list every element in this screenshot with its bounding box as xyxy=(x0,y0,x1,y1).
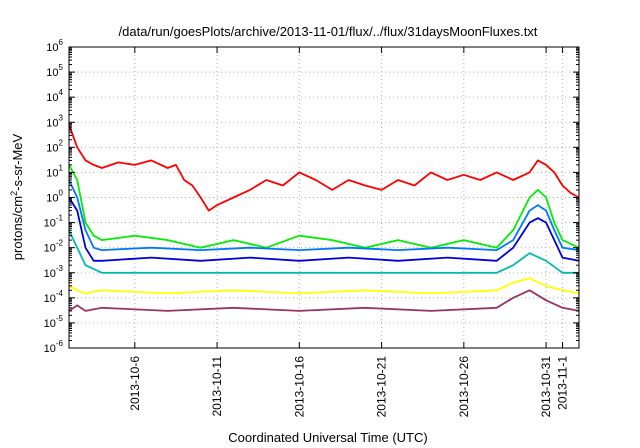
x-tick-label: 2013-11-1 xyxy=(556,356,570,410)
x-tick-label: 2013-10-16 xyxy=(292,356,306,418)
y-tick-label: 10-4 xyxy=(44,289,64,305)
y-tick-label: 106 xyxy=(46,38,63,54)
y-tick-exp: -6 xyxy=(56,339,64,348)
x-tick-label: 2013-10-11 xyxy=(210,356,224,417)
y-tick-exp: 1 xyxy=(59,163,64,172)
y-tick-label: 105 xyxy=(46,63,63,79)
series-line-2 xyxy=(68,164,580,249)
y-tick-base: 10 xyxy=(44,243,56,255)
x-axis-label: Coordinated Universal Time (UTC) xyxy=(228,430,427,445)
y-tick-label: 10-6 xyxy=(44,339,64,355)
y-tick-exp: -1 xyxy=(56,214,64,223)
y-tick-label: 101 xyxy=(46,163,63,179)
y-tick-exp: -3 xyxy=(56,264,64,273)
y-tick-exp: -5 xyxy=(56,314,64,323)
y-tick-base: 10 xyxy=(46,117,58,129)
y-tick-base: 10 xyxy=(44,218,56,230)
y-tick-label: 10-5 xyxy=(44,314,64,330)
y-tick-base: 10 xyxy=(44,268,56,280)
x-axis: 2013-10-6 2013-10-11 2013-10-16 2013-10-21 2… xyxy=(128,47,570,417)
series-group xyxy=(68,124,580,312)
x-tick-label: 2013-10-26 xyxy=(457,356,471,418)
y-tick-exp: 4 xyxy=(59,88,64,97)
y-tick-base: 10 xyxy=(46,167,58,179)
x-tick-label: 2013-10-21 xyxy=(375,356,389,418)
y-tick-label: 104 xyxy=(46,88,63,104)
y-tick-exp: 5 xyxy=(59,63,64,72)
series-line-1 xyxy=(68,124,580,212)
series-line-4 xyxy=(68,197,580,262)
y-tick-label: 103 xyxy=(46,113,63,129)
y-tick-exp: 0 xyxy=(59,189,64,198)
y-tick-base: 10 xyxy=(46,142,58,154)
chart-title: /data/run/goesPlots/archive/2013-11-01/f… xyxy=(119,24,538,39)
y-tick-label: 10-1 xyxy=(44,214,64,230)
y-tick-exp: 3 xyxy=(59,113,64,122)
y-axis-label-sup: 2 xyxy=(9,191,19,196)
y-tick-label: 100 xyxy=(46,189,63,205)
series-line-5 xyxy=(68,229,579,274)
y-tick-base: 10 xyxy=(46,42,58,54)
y-tick-label: 10-2 xyxy=(44,239,64,255)
x-tick-label: 2013-10-31 xyxy=(539,356,553,418)
y-axis: 10-610-510-410-310-210-11001011021031041… xyxy=(44,38,579,355)
y-tick-base: 10 xyxy=(46,92,58,104)
y-axis-label: protons/cm2-s-sr-MeV xyxy=(9,133,25,260)
y-axis-label-prefix: protons/cm xyxy=(10,196,25,260)
series-line-7 xyxy=(68,289,580,312)
grid-lines xyxy=(69,47,579,348)
y-axis-label-suffix: -s-sr-MeV xyxy=(10,133,25,190)
series-line-3 xyxy=(68,179,580,252)
y-tick-base: 10 xyxy=(46,67,58,79)
y-tick-exp: 6 xyxy=(59,38,64,47)
y-tick-exp: -4 xyxy=(56,289,64,298)
y-tick-label: 10-3 xyxy=(44,264,64,280)
y-tick-base: 10 xyxy=(44,293,56,305)
y-tick-base: 10 xyxy=(44,343,56,355)
series-line-6 xyxy=(68,277,580,295)
x-tick-label: 2013-10-6 xyxy=(128,356,142,411)
y-tick-exp: 2 xyxy=(59,138,64,147)
y-tick-exp: -2 xyxy=(56,239,64,248)
y-tick-base: 10 xyxy=(46,193,58,205)
y-tick-label: 102 xyxy=(46,138,63,154)
y-tick-base: 10 xyxy=(44,318,56,330)
